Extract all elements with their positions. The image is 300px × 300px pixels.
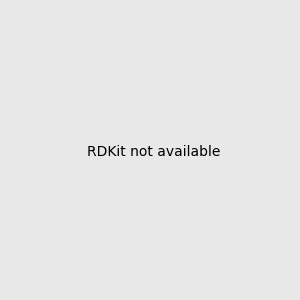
Text: RDKit not available: RDKit not available [87, 145, 220, 158]
